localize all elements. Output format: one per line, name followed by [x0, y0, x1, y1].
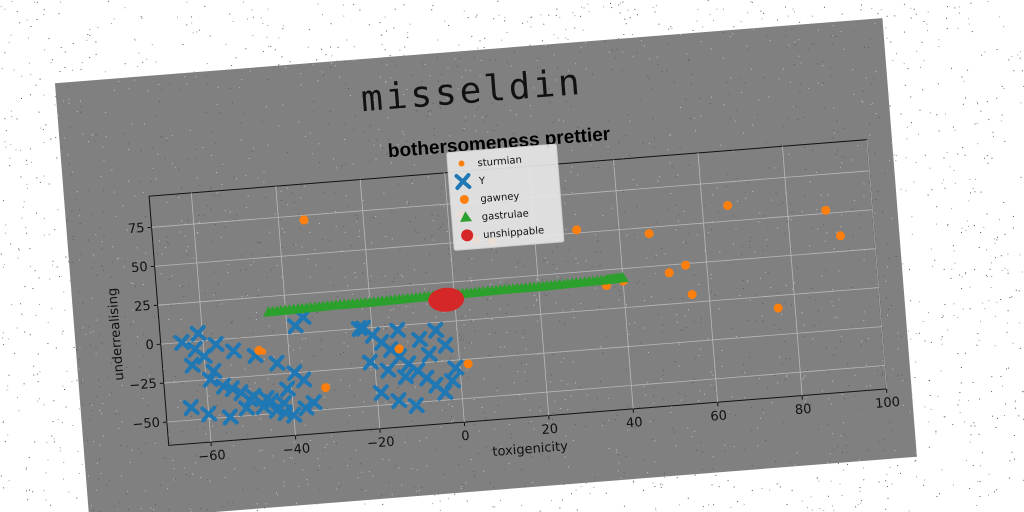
- legend-entry-gawney: gawney: [480, 191, 520, 205]
- y-grid-line: [160, 287, 879, 345]
- x-tick-label: 20: [541, 422, 559, 438]
- y-tick-label: 0: [145, 338, 154, 354]
- point-y: [207, 336, 225, 353]
- point-gawney: [723, 200, 733, 210]
- x-axis-ticks: −60 −40 −20 0 20 40 60 80 100: [198, 388, 901, 465]
- point-y: [189, 324, 207, 342]
- point-unshippable: [428, 287, 465, 312]
- point-y: [238, 399, 255, 417]
- point-y: [223, 380, 241, 398]
- x-axis-label: toxigenicity: [492, 439, 569, 460]
- data-marks: [173, 200, 845, 426]
- legend-entry-sturmian: sturmian: [477, 155, 522, 169]
- x-grid-line: [782, 146, 803, 396]
- point-y: [268, 354, 286, 372]
- point-gawney: [681, 260, 691, 270]
- point-gawney: [394, 344, 404, 354]
- point-y: [372, 384, 390, 402]
- point-gawney: [687, 289, 697, 299]
- point-gawney: [463, 359, 473, 369]
- point-y: [390, 392, 408, 410]
- point-gawney: [321, 383, 331, 393]
- y-tick-label: 50: [131, 260, 149, 276]
- legend-entry-unshippable: unshippable: [483, 225, 545, 241]
- y-tick-label: −25: [129, 377, 158, 394]
- x-grid-line: [866, 139, 887, 389]
- point-y: [379, 361, 397, 379]
- x-tick-label: 100: [875, 395, 901, 412]
- x-grid-line: [190, 192, 212, 443]
- y-axis-ticks: −50 −25 0 25 50 75: [128, 221, 167, 433]
- point-y: [444, 372, 461, 390]
- legend-marker-gawney: [459, 194, 469, 204]
- point-y: [389, 321, 407, 339]
- point-y: [200, 405, 218, 423]
- legend-marker-sturmian: [458, 160, 465, 167]
- y-tick-label: −50: [132, 416, 161, 433]
- point-y: [201, 370, 219, 388]
- legend-box: [446, 143, 565, 251]
- x-tick-label: −20: [367, 435, 396, 452]
- legend-marker-y: [454, 173, 472, 190]
- point-y: [407, 397, 425, 414]
- y-grid-line: [157, 248, 876, 306]
- point-y: [397, 368, 414, 386]
- plot-area: −60 −40 −20 0 20 40 60 80 100 −50 −25 0 25 50 75: [128, 139, 901, 465]
- point-y: [182, 399, 200, 417]
- point-gawney: [773, 303, 783, 313]
- x-tick-label: −60: [198, 448, 227, 465]
- point-y: [173, 334, 191, 351]
- point-gawney: [835, 231, 845, 241]
- legend-marker-gastrulae: [460, 211, 473, 223]
- point-y: [221, 408, 239, 426]
- point-y: [285, 406, 303, 424]
- y-axis-label: underrealising: [105, 287, 127, 381]
- point-y: [350, 320, 368, 337]
- point-y: [295, 371, 313, 389]
- point-y: [294, 308, 312, 326]
- point-y: [183, 356, 201, 374]
- x-tick-label: 80: [794, 402, 812, 418]
- legend-entry-gastrulae: gastrulae: [481, 208, 529, 223]
- x-tick-label: 60: [710, 409, 728, 425]
- point-y: [195, 347, 213, 365]
- x-tick-label: 40: [625, 415, 643, 431]
- point-y: [275, 394, 293, 412]
- x-grid-line: [697, 152, 719, 403]
- y-tick-label: 75: [128, 221, 146, 237]
- point-y: [279, 380, 296, 398]
- point-y: [427, 321, 445, 339]
- point-gawney: [664, 268, 674, 278]
- point-y: [437, 336, 454, 354]
- y-tick-label: 25: [134, 299, 152, 315]
- y-grid-line: [163, 326, 882, 384]
- legend-entry-y: Y: [478, 176, 487, 188]
- point-y: [225, 342, 242, 360]
- point-y: [420, 345, 438, 363]
- point-y: [297, 399, 315, 417]
- point-gawney: [299, 215, 309, 225]
- point-gawney: [572, 225, 582, 235]
- x-tick-label: −40: [282, 441, 311, 458]
- point-y: [411, 330, 428, 348]
- point-y: [447, 359, 465, 377]
- point-gawney: [821, 205, 831, 215]
- legend-marker-unshippable: [461, 229, 474, 242]
- point-y: [361, 353, 379, 371]
- point-y: [258, 390, 276, 407]
- point-gastrulae: [617, 272, 630, 283]
- point-y: [305, 394, 323, 412]
- point-gawney: [644, 229, 654, 239]
- point-y: [205, 362, 223, 380]
- point-gawney: [254, 346, 264, 356]
- x-tick-label: 0: [461, 429, 470, 445]
